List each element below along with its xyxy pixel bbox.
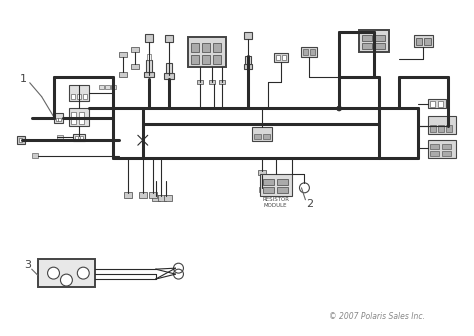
Bar [77,94,82,98]
Circle shape [61,274,73,286]
Circle shape [47,267,59,279]
Text: 2: 2 [306,199,313,209]
Bar [165,63,172,73]
Bar [244,32,252,39]
Bar [430,125,437,132]
Bar [146,60,152,72]
Bar [258,170,266,175]
Bar [430,151,439,156]
Bar [72,94,75,98]
Bar [131,64,139,69]
Bar [149,192,157,198]
Bar [438,125,444,132]
Bar [277,187,288,193]
Text: 3: 3 [24,260,31,270]
Bar [191,55,199,64]
Bar [75,136,78,139]
Bar [263,134,270,139]
Bar [428,98,446,109]
Bar [139,192,147,198]
Bar [144,72,154,77]
Circle shape [77,267,89,279]
Bar [442,144,451,149]
Bar [164,195,172,201]
Bar [54,114,64,123]
Bar [17,136,25,144]
Bar [209,80,215,84]
Bar [438,100,443,107]
Bar [277,179,288,185]
Bar [263,187,273,193]
Bar [245,56,251,64]
Text: 1: 1 [20,74,27,84]
Circle shape [337,106,342,111]
Bar [254,134,261,139]
Bar [191,43,199,52]
Text: RESISTOR
MODULE: RESISTOR MODULE [262,197,289,208]
Bar [310,49,315,55]
Bar [147,54,151,60]
Bar [152,195,160,201]
Bar [164,73,173,79]
Bar [164,35,173,42]
Bar [69,109,89,126]
Bar [362,43,372,49]
Bar [79,119,84,124]
Bar [375,43,385,49]
Bar [359,30,389,52]
Bar [263,179,273,185]
Bar [19,138,22,142]
Bar [145,34,153,42]
Bar [69,85,89,100]
Bar [131,47,139,52]
Bar [244,64,252,69]
Bar [273,53,288,62]
Bar [188,37,226,67]
Bar [213,55,221,64]
Bar [219,80,225,84]
Bar [158,195,165,201]
Bar [72,119,76,124]
Bar [72,113,76,117]
Bar [413,35,433,47]
Bar [79,113,84,117]
Text: © 2007 Polaris Sales Inc.: © 2007 Polaris Sales Inc. [329,312,425,321]
Bar [446,125,452,132]
Bar [58,118,62,121]
Bar [430,100,435,107]
Bar [282,55,286,60]
Bar [428,117,456,134]
Bar [213,43,221,52]
Bar [119,52,127,57]
Bar [416,38,422,45]
Bar [259,187,265,192]
Bar [202,55,210,64]
Bar [37,259,95,287]
Bar [80,136,83,139]
Bar [73,134,85,141]
Bar [99,85,104,89]
Bar [55,118,58,121]
Bar [111,85,116,89]
Bar [430,144,439,149]
Bar [362,35,372,41]
Bar [202,43,210,52]
Bar [276,55,280,60]
Bar [375,35,385,41]
Bar [197,80,203,84]
Bar [303,49,309,55]
Bar [57,135,64,139]
Bar [301,47,317,57]
Bar [442,151,451,156]
Bar [119,72,127,77]
Bar [105,85,110,89]
Bar [32,153,37,158]
Bar [83,94,87,98]
Bar [260,174,292,196]
Bar [124,192,132,198]
Bar [424,38,431,45]
Bar [428,140,456,158]
Bar [252,127,272,141]
